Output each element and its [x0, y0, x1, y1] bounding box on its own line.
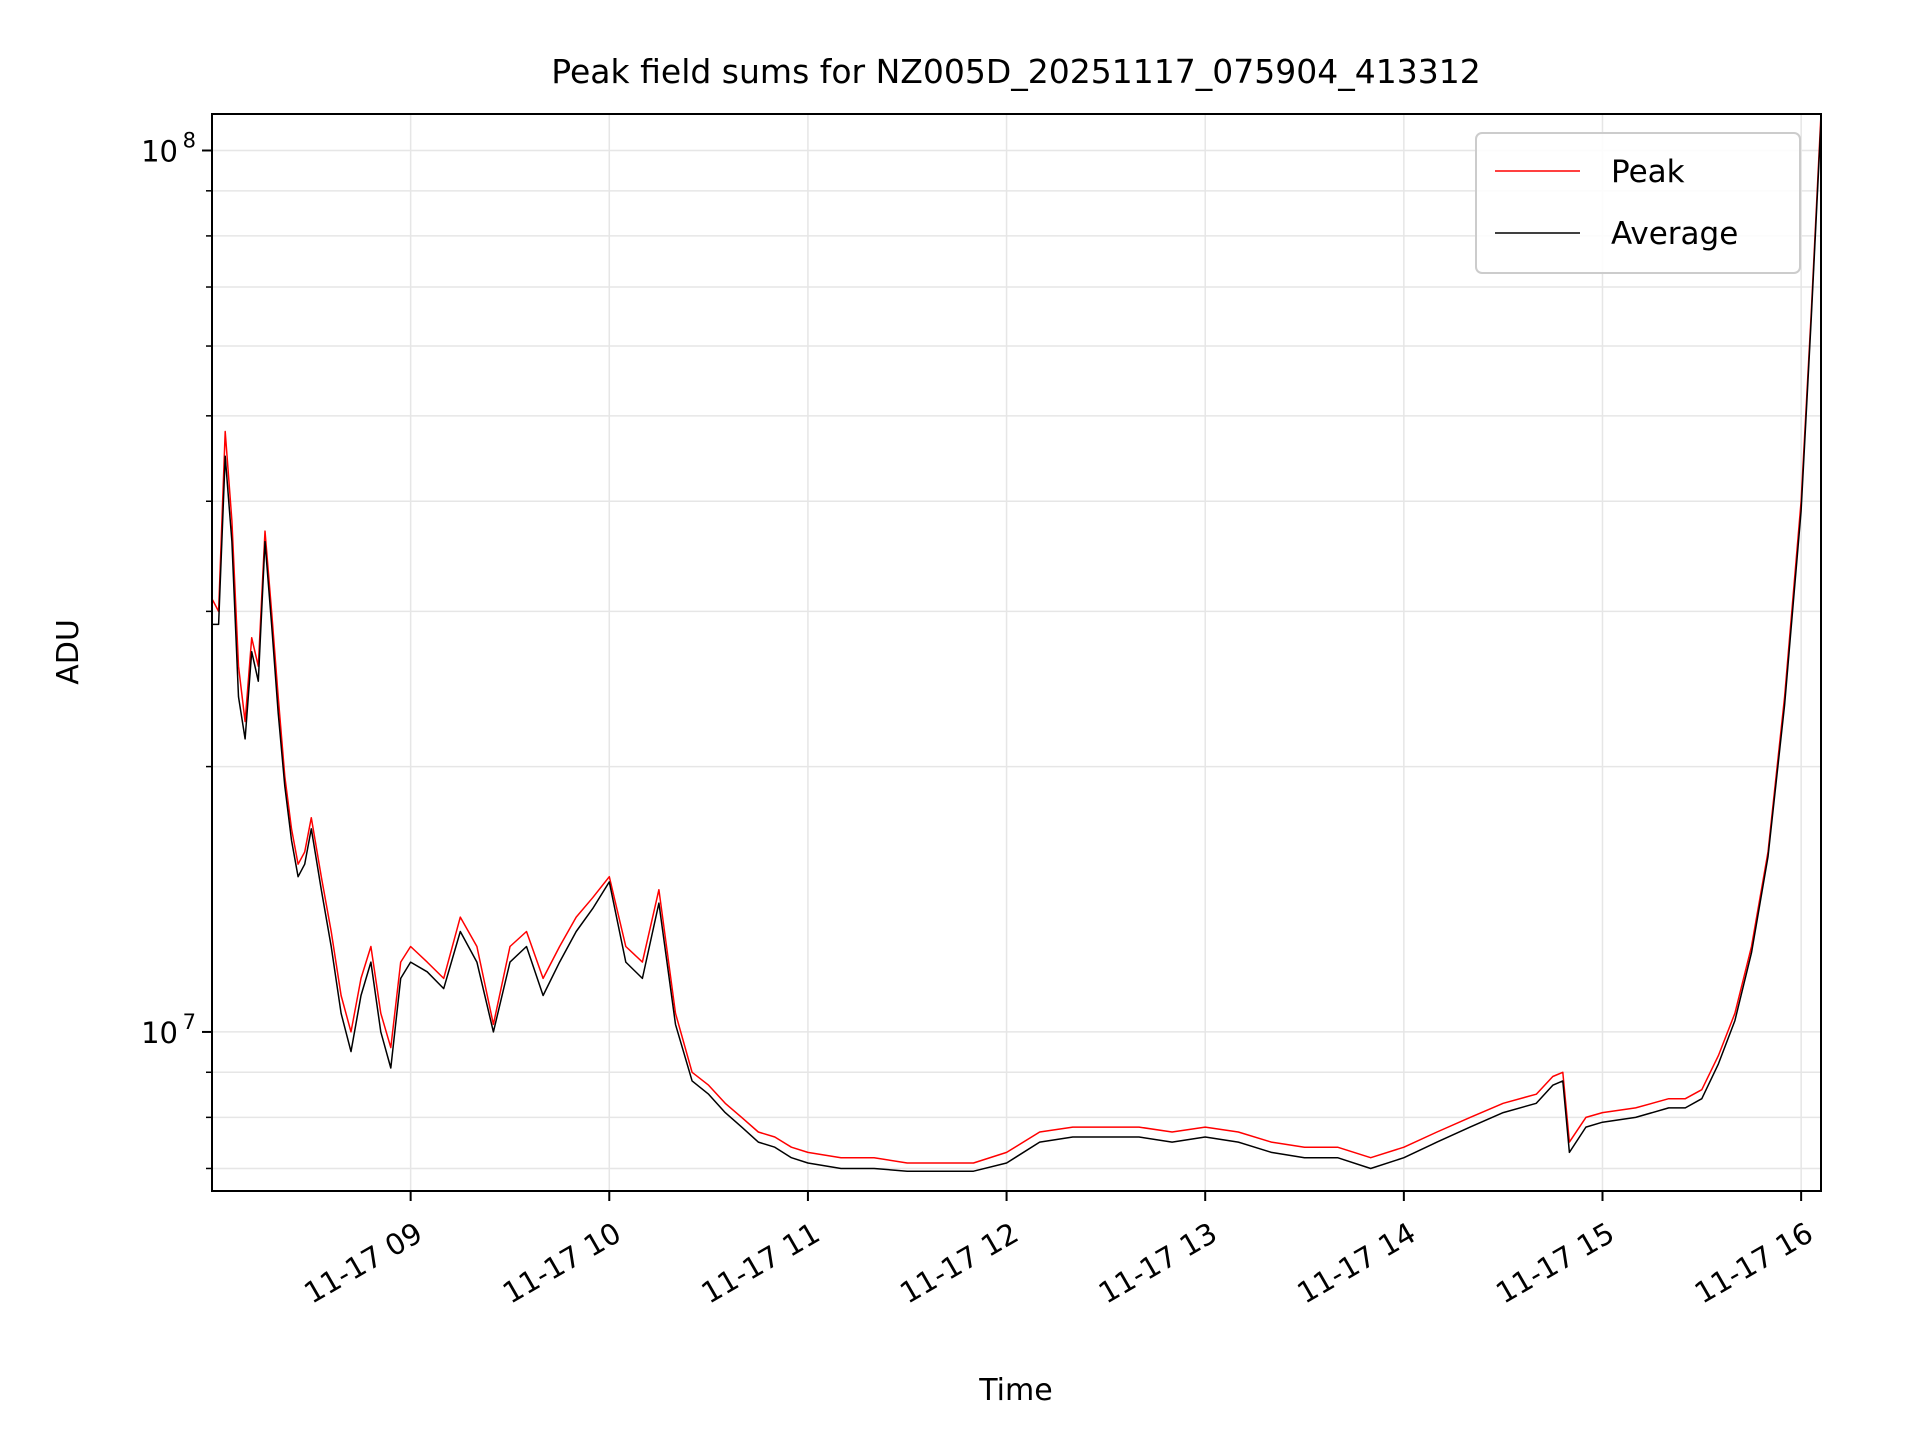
x-tick-label: 11-17 13 — [1093, 1216, 1223, 1311]
plot-frame — [211, 113, 1822, 1192]
x-axis: 11-17 09 11-17 10 11-17 11 11-17 12 11-17 13… — [298, 1191, 1819, 1311]
legend: Peak Average — [1475, 132, 1801, 274]
x-tick-label: 11-17 12 — [894, 1216, 1024, 1311]
y-tick-exponent: 8 — [183, 128, 196, 152]
y-tick-exponent: 7 — [183, 1010, 196, 1034]
x-tick-label: 11-17 16 — [1689, 1216, 1819, 1311]
x-tick-label: 11-17 09 — [298, 1216, 428, 1311]
y-tick-label: 10 — [141, 1016, 178, 1050]
chart-title: Peak field sums for NZ005D_20251117_0759… — [551, 52, 1480, 91]
grid — [212, 114, 1821, 1191]
x-tick-label: 11-17 10 — [497, 1216, 627, 1311]
series-peak-line — [211, 113, 1822, 1164]
y-tick-label: 10 — [141, 134, 178, 168]
legend-box — [1475, 132, 1801, 274]
legend-peak-label: Peak — [1611, 154, 1685, 190]
x-axis-label: Time — [978, 1373, 1052, 1408]
x-tick-label: 11-17 15 — [1490, 1216, 1620, 1311]
series-lines — [211, 113, 1822, 1172]
x-tick-label: 11-17 11 — [696, 1216, 826, 1311]
y-axis-label: ADU — [51, 619, 86, 685]
x-tick-label: 11-17 14 — [1291, 1216, 1421, 1311]
series-average-line — [212, 120, 1822, 1172]
legend-average-label: Average — [1611, 216, 1738, 252]
